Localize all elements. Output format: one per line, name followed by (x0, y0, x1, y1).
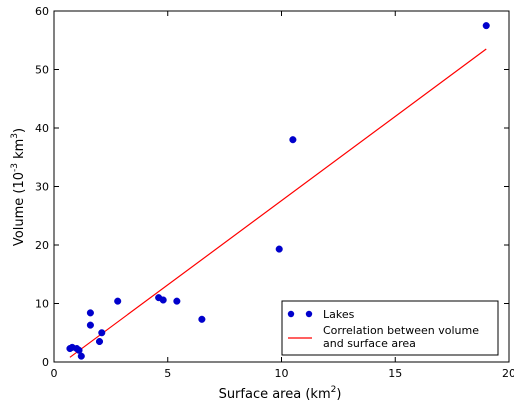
x-tick-label: 5 (164, 367, 171, 380)
plot-area (53, 10, 510, 363)
legend-box (281, 300, 499, 356)
y-tick-label: 10 (35, 298, 49, 311)
x-tick-label: 10 (275, 367, 289, 380)
y-axis-label: Volume (10-3 km3) (10, 128, 27, 246)
y-tick-label: 50 (35, 64, 49, 77)
lake-point (173, 297, 181, 305)
legend-label-correlation-line1: Correlation between volume (323, 324, 479, 337)
x-axis-label: Surface area (km2) (219, 385, 342, 402)
lake-point (159, 296, 167, 304)
lake-point (198, 315, 206, 323)
x-tick-labels: 0 5 10 15 20 (51, 367, 514, 380)
legend-marker-lakes (305, 310, 313, 318)
y-tick-labels: 0 10 20 30 40 50 60 (35, 5, 49, 369)
lake-point (86, 309, 94, 317)
y-tick-label: 0 (42, 356, 49, 369)
legend-label-correlation-line2: and surface area (323, 337, 416, 350)
legend-marker-lakes (287, 310, 295, 318)
lake-point (77, 352, 85, 360)
lake-point (289, 136, 297, 144)
lake-point (98, 329, 106, 337)
lake-point (86, 321, 94, 329)
y-tick-label: 60 (35, 5, 49, 18)
legend: Lakes Correlation between volume and sur… (281, 300, 499, 356)
lake-point (114, 297, 122, 305)
y-tick-label: 20 (35, 239, 49, 252)
y-tick-label: 40 (35, 122, 49, 135)
legend-label-lakes: Lakes (323, 308, 355, 321)
y-tick-label: 30 (35, 181, 49, 194)
lake-point (275, 245, 283, 253)
x-tick-label: 15 (388, 367, 402, 380)
lake-point (95, 337, 104, 346)
correlation-line (69, 48, 487, 358)
x-tick-label: 20 (502, 367, 514, 380)
lake-point (482, 22, 490, 30)
x-tick-label: 0 (51, 367, 58, 380)
